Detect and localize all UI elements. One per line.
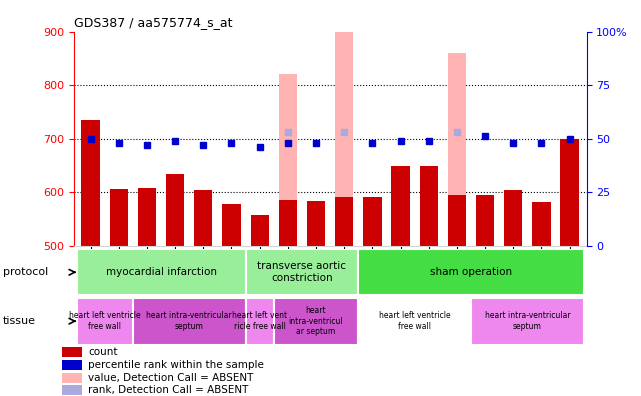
Text: count: count — [88, 347, 117, 358]
Bar — [138, 188, 156, 246]
Text: heart left ventricle
free wall: heart left ventricle free wall — [69, 312, 140, 331]
Bar — [279, 74, 297, 246]
Bar — [166, 174, 185, 246]
Bar — [246, 249, 358, 295]
Bar — [335, 32, 353, 246]
Bar — [63, 373, 82, 383]
Bar — [392, 166, 410, 246]
Bar — [251, 215, 269, 246]
Text: transverse aortic
constriction: transverse aortic constriction — [258, 261, 346, 283]
Text: heart left ventricle
free wall: heart left ventricle free wall — [379, 312, 451, 331]
Bar — [274, 298, 358, 345]
Text: GDS387 / aa575774_s_at: GDS387 / aa575774_s_at — [74, 16, 232, 29]
Text: heart intra-ventricular
septum: heart intra-ventricular septum — [146, 312, 232, 331]
Bar — [63, 360, 82, 370]
Text: heart
intra-ventricul
ar septum: heart intra-ventricul ar septum — [288, 306, 344, 336]
Bar — [363, 197, 381, 246]
Bar — [222, 204, 240, 246]
Bar — [307, 201, 325, 246]
Bar — [420, 166, 438, 246]
Text: value, Detection Call = ABSENT: value, Detection Call = ABSENT — [88, 373, 253, 383]
Text: rank, Detection Call = ABSENT: rank, Detection Call = ABSENT — [88, 385, 249, 395]
Bar — [81, 120, 100, 246]
Text: sham operation: sham operation — [430, 267, 512, 277]
Bar — [504, 190, 522, 246]
Bar — [532, 202, 551, 246]
Text: heart intra-ventricular
septum: heart intra-ventricular septum — [485, 312, 570, 331]
Bar — [279, 200, 297, 246]
Bar — [63, 348, 82, 357]
Bar — [194, 190, 212, 246]
Text: protocol: protocol — [3, 267, 49, 277]
Bar — [358, 298, 471, 345]
Text: tissue: tissue — [3, 316, 36, 326]
Bar — [560, 139, 579, 246]
Text: heart left vent
ricle free wall: heart left vent ricle free wall — [232, 312, 287, 331]
Bar — [448, 195, 466, 246]
Text: myocardial infarction: myocardial infarction — [106, 267, 217, 277]
Bar — [335, 197, 353, 246]
Bar — [110, 189, 128, 246]
Bar — [471, 298, 584, 345]
Bar — [246, 298, 274, 345]
Bar — [76, 298, 133, 345]
Bar — [358, 249, 584, 295]
Text: percentile rank within the sample: percentile rank within the sample — [88, 360, 264, 370]
Bar — [448, 53, 466, 246]
Bar — [76, 249, 246, 295]
Bar — [133, 298, 246, 345]
Bar — [63, 385, 82, 395]
Bar — [476, 195, 494, 246]
